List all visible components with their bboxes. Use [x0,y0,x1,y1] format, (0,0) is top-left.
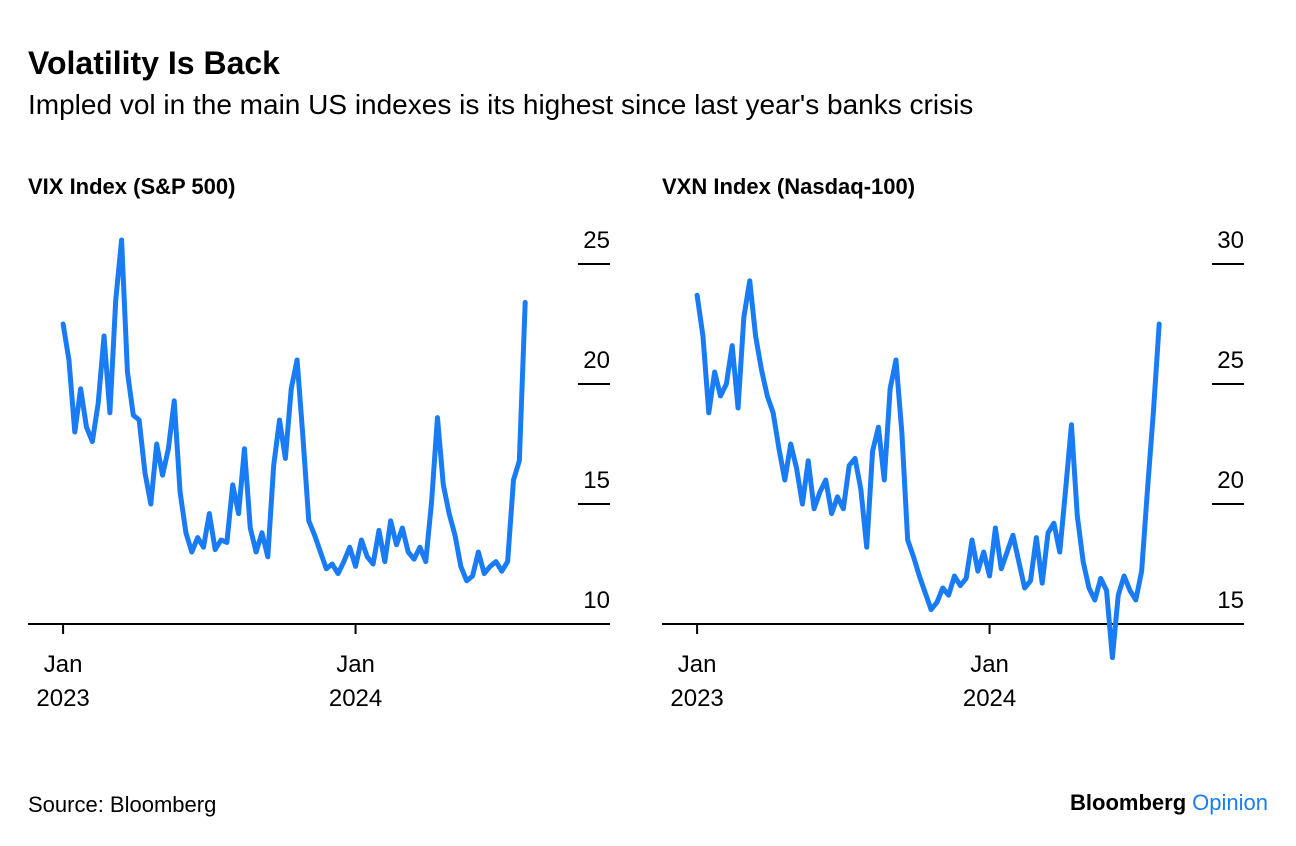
panel: VXN Index (Nasdaq-100) 15 20 25 30 Jan 2023 Jan… [662,174,1244,712]
brand-name: Bloomberg [1070,790,1186,815]
y-tick-label: 25 [1217,347,1244,374]
title: Volatility Is Back [28,45,280,81]
line-series [694,278,1162,661]
y-tick-label: 25 [583,227,610,254]
panel: VIX Index (S&P 500) 10 15 20 25 Jan 2023 Jan 202… [28,174,610,712]
x-tick-label: Jan 2024 [963,651,1016,712]
y-tick-label: 30 [1217,227,1244,254]
y-tick-label: 20 [583,347,610,374]
source: Source: Bloomberg [28,792,216,817]
y-tick-label: 20 [1217,467,1244,494]
brand: Bloomberg Opinion [1070,790,1268,815]
x-tick-label: Jan 2023 [36,651,89,712]
brand-section: Opinion [1192,790,1268,815]
line-series [60,237,528,584]
x-tick-label: Jan 2023 [670,651,723,712]
panel-title: VIX Index (S&P 500) [28,174,235,199]
y-tick-label: 15 [1217,587,1244,614]
subtitle: Impled vol in the main US indexes is its… [28,89,973,120]
x-tick-label: Jan 2024 [329,651,382,712]
panel-title: VXN Index (Nasdaq-100) [662,174,915,199]
y-tick-label: 15 [583,467,610,494]
y-tick-label: 10 [583,587,610,614]
